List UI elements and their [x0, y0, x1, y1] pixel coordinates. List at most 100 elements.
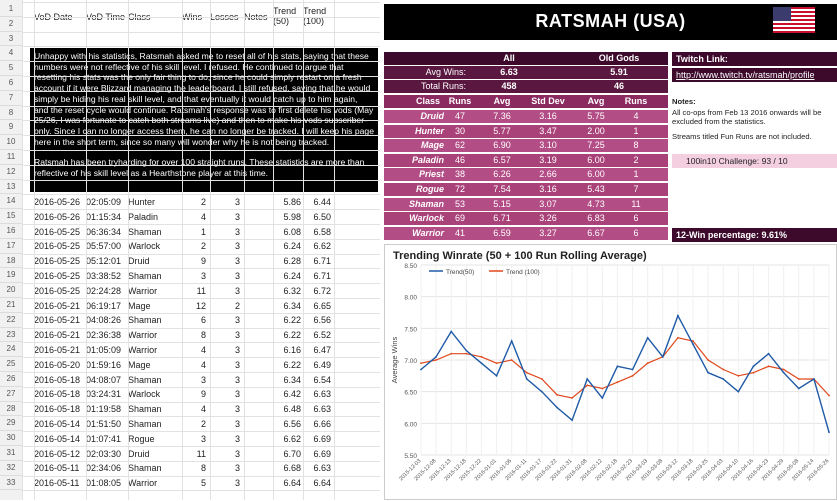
cell-time[interactable]: 03:38:52	[86, 270, 122, 281]
row-number[interactable]: 7	[0, 91, 22, 106]
cell-time[interactable]: 06:19:17	[86, 300, 122, 311]
cell-losses[interactable]: 3	[234, 448, 240, 459]
cell-t50[interactable]: 6.34	[283, 300, 301, 311]
cell-date[interactable]: 2016-05-25	[34, 256, 81, 267]
cell-time[interactable]: 05:12:01	[86, 256, 122, 267]
cell-wins[interactable]: 2	[200, 418, 206, 429]
cell-class[interactable]: Shaman	[128, 374, 162, 385]
cell-t100[interactable]: 6.64	[313, 478, 331, 489]
cell-t50[interactable]: 6.24	[283, 241, 301, 252]
cell-wins[interactable]: 6	[200, 315, 206, 326]
row-number[interactable]: 10	[0, 135, 22, 150]
row-number[interactable]: 8	[0, 106, 22, 121]
cell-losses[interactable]: 2	[234, 300, 240, 311]
row-number[interactable]: 2	[0, 17, 22, 32]
cell-time[interactable]: 02:03:30	[86, 448, 122, 459]
row-number[interactable]: 21	[0, 298, 22, 313]
cell-wins[interactable]: 8	[200, 330, 206, 341]
row-number[interactable]: 30	[0, 431, 22, 446]
cell-t100[interactable]: 6.69	[313, 448, 331, 459]
cell-class[interactable]: Rogue	[128, 433, 155, 444]
cell-class[interactable]: Warrior	[128, 478, 158, 489]
cell-class[interactable]: Warrior	[128, 330, 158, 341]
cell-class[interactable]: Shaman	[128, 463, 162, 474]
cell-wins[interactable]: 3	[200, 433, 206, 444]
cell-time[interactable]: 04:08:07	[86, 374, 122, 385]
cell-losses[interactable]: 3	[234, 359, 240, 370]
row-number[interactable]: 25	[0, 357, 22, 372]
cell-losses[interactable]: 3	[234, 270, 240, 281]
row-number[interactable]: 32	[0, 461, 22, 476]
row-number[interactable]: 13	[0, 180, 22, 195]
cell-losses[interactable]: 3	[234, 404, 240, 415]
cell-date[interactable]: 2016-05-18	[34, 389, 81, 400]
cell-losses[interactable]: 3	[234, 433, 240, 444]
cell-losses[interactable]: 3	[234, 226, 240, 237]
cell-date[interactable]: 2016-05-12	[34, 448, 81, 459]
cell-t50[interactable]: 6.56	[283, 418, 301, 429]
cell-time[interactable]: 02:05:09	[86, 196, 122, 207]
row-number[interactable]: 26	[0, 372, 22, 387]
cell-t50[interactable]: 6.32	[283, 285, 301, 296]
cell-date[interactable]: 2016-05-26	[34, 196, 81, 207]
cell-t50[interactable]: 6.34	[283, 374, 301, 385]
cell-date[interactable]: 2016-05-11	[34, 478, 80, 489]
row-number[interactable]: 20	[0, 283, 22, 298]
cell-wins[interactable]: 9	[200, 389, 206, 400]
row-number[interactable]: 4	[0, 46, 22, 62]
cell-date[interactable]: 2016-05-25	[34, 285, 81, 296]
cell-t50[interactable]: 6.16	[283, 344, 301, 355]
cell-t100[interactable]: 6.63	[313, 463, 331, 474]
cell-wins[interactable]: 2	[200, 196, 206, 207]
cell-class[interactable]: Warrior	[128, 344, 158, 355]
row-number[interactable]: 24	[0, 342, 22, 358]
cell-date[interactable]: 2016-05-21	[34, 330, 81, 341]
cell-wins[interactable]: 3	[200, 374, 206, 385]
cell-wins[interactable]: 11	[196, 285, 206, 296]
cell-time[interactable]: 06:36:34	[86, 226, 122, 237]
cell-t50[interactable]: 6.22	[283, 330, 301, 341]
cell-t50[interactable]: 6.64	[283, 478, 301, 489]
cell-t50[interactable]: 5.86	[283, 196, 301, 207]
cell-class[interactable]: Mage	[128, 300, 151, 311]
cell-date[interactable]: 2016-05-25	[34, 241, 81, 252]
cell-date[interactable]: 2016-05-25	[34, 270, 81, 281]
cell-wins[interactable]: 11	[196, 448, 206, 459]
cell-class[interactable]: Warlock	[128, 389, 161, 400]
cell-t100[interactable]: 6.71	[313, 270, 331, 281]
cell-losses[interactable]: 3	[234, 211, 240, 222]
cell-t50[interactable]: 6.22	[283, 359, 301, 370]
row-number[interactable]: 23	[0, 328, 22, 343]
row-number[interactable]: 9	[0, 120, 22, 136]
row-number[interactable]: 14	[0, 194, 22, 210]
cell-class[interactable]: Shaman	[128, 418, 162, 429]
cell-date[interactable]: 2016-05-14	[34, 418, 81, 429]
cell-t100[interactable]: 6.44	[313, 196, 331, 207]
cell-date[interactable]: 2016-05-18	[34, 374, 81, 385]
cell-t50[interactable]: 6.22	[283, 315, 301, 326]
cell-t100[interactable]: 6.65	[313, 300, 331, 311]
cell-t100[interactable]: 6.50	[313, 211, 331, 222]
cell-time[interactable]: 01:15:34	[86, 211, 122, 222]
cell-wins[interactable]: 12	[195, 300, 206, 311]
cell-losses[interactable]: 3	[234, 389, 240, 400]
cell-t50[interactable]: 6.68	[283, 463, 301, 474]
cell-class[interactable]: Shaman	[128, 270, 162, 281]
cell-t50[interactable]: 6.28	[283, 256, 301, 267]
cell-losses[interactable]: 3	[234, 285, 240, 296]
cell-time[interactable]: 01:51:50	[86, 418, 122, 429]
cell-class[interactable]: Mage	[128, 359, 151, 370]
cell-time[interactable]: 04:08:26	[86, 315, 122, 326]
cell-date[interactable]: 2016-05-26	[34, 211, 81, 222]
cell-t100[interactable]: 6.52	[313, 330, 331, 341]
cell-class[interactable]: Druid	[128, 256, 150, 267]
cell-t50[interactable]: 5.98	[283, 211, 301, 222]
row-number[interactable]: 15	[0, 209, 22, 224]
cell-wins[interactable]: 4	[200, 404, 206, 415]
cell-wins[interactable]: 5	[200, 478, 206, 489]
row-number[interactable]: 6	[0, 76, 22, 91]
cell-time[interactable]: 03:24:31	[86, 389, 122, 400]
cell-date[interactable]: 2016-05-14	[34, 433, 81, 444]
cell-losses[interactable]: 3	[234, 478, 240, 489]
row-number[interactable]: 16	[0, 224, 22, 239]
